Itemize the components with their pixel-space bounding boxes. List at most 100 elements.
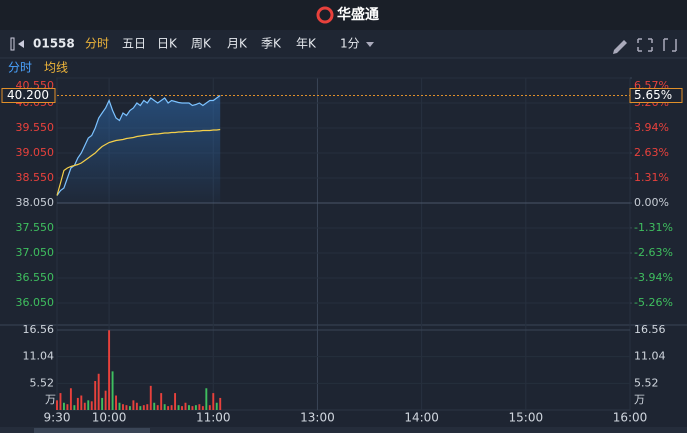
y-tick-label: 38.550 bbox=[16, 171, 55, 184]
volume-bar bbox=[184, 402, 187, 410]
header bbox=[0, 0, 687, 30]
y2-tick-label: 3.94% bbox=[634, 121, 669, 134]
volume-bar bbox=[104, 390, 107, 410]
tab[interactable]: 年K bbox=[296, 37, 317, 51]
volume-bar bbox=[188, 405, 190, 410]
subtab[interactable]: 均线 bbox=[44, 61, 68, 75]
volume-bar bbox=[167, 406, 170, 410]
y2-tick-label: 0.00% bbox=[634, 196, 669, 209]
volume-bar bbox=[174, 393, 177, 410]
volume-bar bbox=[201, 406, 204, 410]
expand-icon[interactable] bbox=[637, 38, 653, 52]
volume-bar bbox=[97, 373, 100, 410]
toolbar bbox=[0, 30, 687, 58]
volume-bar bbox=[62, 402, 65, 410]
y2-tick-label: -3.94% bbox=[634, 271, 673, 284]
y-tick-label: 36.550 bbox=[16, 271, 55, 284]
x-tick-label: 9:30 bbox=[44, 411, 71, 425]
tab[interactable]: 1分 bbox=[340, 37, 360, 51]
y2-tick-label: -5.26% bbox=[634, 296, 673, 309]
x-tick-label: 16:00 bbox=[613, 411, 648, 425]
scrollbar bbox=[0, 427, 687, 433]
current-pct: 5.65% bbox=[634, 88, 672, 102]
volume-bar bbox=[80, 395, 83, 410]
volume-bar bbox=[59, 393, 62, 410]
volume-bar bbox=[135, 402, 138, 410]
volume-bar bbox=[198, 404, 201, 410]
volume-bar bbox=[160, 393, 163, 410]
volume-bar bbox=[90, 401, 93, 410]
volume-bar bbox=[146, 404, 149, 410]
collapse-icon[interactable] bbox=[10, 37, 15, 51]
y-tick-label: 38.050 bbox=[16, 196, 55, 209]
volume-bar bbox=[205, 388, 208, 410]
price-area bbox=[57, 95, 221, 203]
volume-bar bbox=[153, 402, 156, 410]
fullscreen-icon[interactable] bbox=[663, 38, 677, 52]
volume-bar bbox=[177, 405, 180, 410]
vol-tick-label: 5.52 bbox=[634, 376, 659, 389]
volume-bar bbox=[163, 404, 166, 410]
vol-unit: 万 bbox=[45, 393, 56, 406]
vol-tick-label: 11.04 bbox=[634, 350, 666, 363]
y-tick-label: 37.050 bbox=[16, 246, 55, 259]
volume-bar bbox=[73, 405, 76, 410]
logo-icon bbox=[316, 6, 334, 24]
x-tick-label: 15:00 bbox=[509, 411, 544, 425]
tab[interactable]: 周K bbox=[191, 37, 212, 51]
volume-bar bbox=[208, 405, 211, 410]
y2-tick-label: -2.63% bbox=[634, 246, 673, 259]
x-tick-label: 10:00 bbox=[92, 411, 127, 425]
current-pct-box bbox=[629, 88, 683, 103]
volume-bar bbox=[212, 393, 215, 410]
volume-bar bbox=[215, 402, 218, 410]
volume-bar bbox=[111, 371, 114, 410]
brand: 华盛通 bbox=[337, 6, 379, 23]
y-tick-label: 39.550 bbox=[16, 121, 55, 134]
y2-tick-label: -1.31% bbox=[634, 221, 673, 234]
volume-bar bbox=[194, 405, 197, 410]
volume-bar bbox=[66, 404, 69, 410]
volume-bar bbox=[108, 330, 111, 410]
y-tick-label: 36.050 bbox=[16, 296, 55, 309]
volume-bar bbox=[142, 405, 145, 410]
collapse-arrow bbox=[18, 40, 24, 48]
volume-bar bbox=[128, 406, 131, 410]
vol-unit: 万 bbox=[634, 393, 645, 406]
volume-bar bbox=[56, 400, 58, 410]
scroll-thumb[interactable] bbox=[34, 428, 150, 433]
avg-line bbox=[56, 128, 221, 196]
subtab[interactable]: 分时 bbox=[8, 61, 32, 75]
y2-tick-label: 1.31% bbox=[634, 171, 669, 184]
tab[interactable]: 分时 bbox=[85, 37, 109, 51]
volume-bar bbox=[115, 395, 117, 410]
volume-bar bbox=[101, 397, 104, 410]
y2-tick-label: 2.63% bbox=[634, 146, 669, 159]
volume-bar bbox=[83, 402, 86, 410]
tab[interactable]: 五日 bbox=[122, 37, 146, 51]
y-tick-label: 37.550 bbox=[16, 221, 55, 234]
draw-icon[interactable] bbox=[613, 40, 627, 54]
x-tick-label: 11:00 bbox=[196, 411, 231, 425]
volume-bar bbox=[118, 402, 121, 410]
stock-code: 01558 bbox=[33, 37, 75, 51]
volume-bar bbox=[181, 406, 183, 410]
volume-bar bbox=[94, 381, 97, 410]
tabs: 分时 五日 日K 周K 月K 季K 年K 1分 bbox=[85, 37, 360, 51]
x-tick-label: 13:00 bbox=[300, 411, 335, 425]
tab[interactable]: 日K bbox=[157, 37, 178, 51]
tab[interactable]: 月K bbox=[227, 37, 248, 51]
volume-bar bbox=[132, 400, 135, 410]
price-line bbox=[56, 95, 221, 196]
y-tick-label: 39.050 bbox=[16, 146, 55, 159]
volume-bar bbox=[139, 406, 142, 410]
tab[interactable]: 季K bbox=[261, 37, 282, 51]
x-tick-label: 14:00 bbox=[404, 411, 439, 425]
dropdown-arrow[interactable] bbox=[366, 42, 374, 47]
volume-bar bbox=[125, 405, 128, 410]
volume-bar bbox=[170, 405, 173, 410]
volume-bar bbox=[219, 397, 222, 410]
vol-tick-label: 16.56 bbox=[634, 323, 666, 336]
